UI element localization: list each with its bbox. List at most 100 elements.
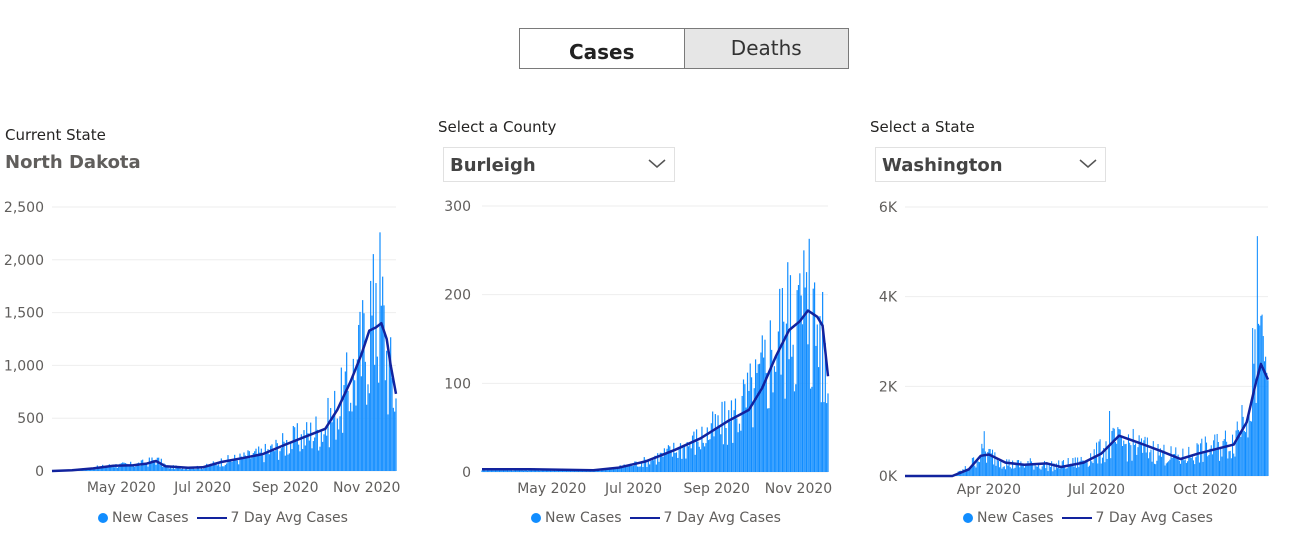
new-cases-bar xyxy=(222,466,224,471)
new-cases-bar xyxy=(1122,445,1124,476)
new-cases-bar xyxy=(135,465,137,471)
new-cases-bar xyxy=(1220,448,1222,476)
new-cases-bar xyxy=(1053,463,1055,476)
new-cases-bar xyxy=(1021,464,1023,476)
new-cases-legend-label: New Cases xyxy=(112,510,189,526)
new-cases-bar xyxy=(614,467,616,472)
new-cases-bar xyxy=(208,465,210,471)
new-cases-bar xyxy=(978,462,981,476)
new-cases-bar xyxy=(235,459,237,471)
new-cases-bar xyxy=(619,465,621,472)
new-cases-bar xyxy=(675,452,678,472)
new-cases-bar xyxy=(1055,463,1057,476)
new-cases-bar xyxy=(818,367,820,472)
new-cases-bar xyxy=(761,335,763,472)
state-dropdown[interactable]: Washington xyxy=(875,147,1106,182)
new-cases-bar xyxy=(388,356,390,471)
new-cases-bar xyxy=(190,468,192,471)
new-cases-bar xyxy=(1062,460,1064,476)
new-cases-bar xyxy=(788,359,790,472)
new-cases-bar xyxy=(1075,467,1077,476)
cases-toggle-button[interactable]: Cases xyxy=(519,28,685,69)
new-cases-bar xyxy=(1036,466,1038,476)
new-cases-bar xyxy=(561,470,564,472)
new-cases-bar xyxy=(339,416,341,471)
new-cases-bar xyxy=(618,468,620,472)
new-cases-bar xyxy=(332,414,334,471)
new-cases-bar xyxy=(963,469,965,476)
new-cases-bar xyxy=(274,451,276,471)
new-cases-bar xyxy=(350,402,352,471)
new-cases-bar xyxy=(1144,436,1146,476)
new-cases-bar xyxy=(280,448,282,471)
new-cases-bar xyxy=(1151,461,1153,476)
new-cases-bar xyxy=(1197,444,1199,476)
new-cases-bar xyxy=(815,345,817,472)
new-cases-bar xyxy=(1209,448,1211,476)
new-cases-bar xyxy=(649,464,651,472)
new-cases-bar xyxy=(1114,441,1116,476)
new-cases-bar xyxy=(231,461,233,471)
new-cases-bar xyxy=(674,452,676,472)
new-cases-bar xyxy=(1098,441,1100,476)
new-cases-bar xyxy=(1258,323,1260,476)
county-dropdown[interactable]: Burleigh xyxy=(443,147,675,182)
new-cases-bar xyxy=(1194,464,1196,476)
new-cases-bar xyxy=(296,423,298,471)
new-cases-bar xyxy=(1120,437,1122,476)
new-cases-bar xyxy=(709,439,711,472)
new-cases-bar xyxy=(702,442,704,472)
new-cases-bar xyxy=(1099,439,1101,476)
new-cases-bar xyxy=(1150,449,1152,476)
new-cases-bar xyxy=(382,276,384,471)
new-cases-bar xyxy=(1184,459,1186,476)
new-cases-bar xyxy=(1091,461,1093,476)
new-cases-bar xyxy=(191,468,193,471)
new-cases-bar xyxy=(1162,450,1164,476)
new-cases-bar xyxy=(987,451,989,476)
new-cases-bar xyxy=(669,446,671,472)
y-tick-label: 4K xyxy=(879,290,898,306)
new-cases-bar xyxy=(759,363,761,472)
new-cases-bar xyxy=(1133,445,1135,476)
new-cases-bar xyxy=(822,291,824,472)
new-cases-bar xyxy=(242,458,244,471)
new-cases-bar xyxy=(820,402,822,472)
new-cases-bar xyxy=(92,468,94,471)
new-cases-bar xyxy=(295,441,297,471)
new-cases-bar xyxy=(1078,467,1080,476)
new-cases-bar xyxy=(714,414,716,472)
new-cases-bar xyxy=(182,467,184,471)
new-cases-bar xyxy=(150,462,152,471)
new-cases-bar xyxy=(112,467,114,471)
new-cases-bar xyxy=(740,430,742,472)
new-cases-bar xyxy=(974,465,976,476)
new-cases-bar xyxy=(390,337,392,471)
new-cases-bar xyxy=(683,444,686,472)
new-cases-bar xyxy=(1132,428,1134,476)
new-cases-bar xyxy=(151,457,153,471)
new-cases-bar xyxy=(1203,451,1205,476)
new-cases-bar xyxy=(557,470,560,472)
new-cases-bar xyxy=(98,467,100,471)
new-cases-bar xyxy=(263,462,265,471)
new-cases-bar xyxy=(729,421,731,472)
y-tick-label: 2,500 xyxy=(4,200,44,216)
y-tick-label: 100 xyxy=(444,376,471,392)
new-cases-bar xyxy=(769,320,771,472)
new-cases-bar xyxy=(122,462,124,471)
new-cases-bar xyxy=(724,401,726,472)
new-cases-bar xyxy=(1195,457,1197,476)
new-cases-bar xyxy=(658,461,660,472)
new-cases-bar xyxy=(640,462,643,472)
new-cases-bar xyxy=(232,459,234,471)
new-cases-bar xyxy=(364,361,366,471)
new-cases-bar xyxy=(158,457,160,471)
new-cases-bar xyxy=(367,384,369,471)
new-cases-bar xyxy=(775,371,777,472)
deaths-toggle-button[interactable]: Deaths xyxy=(684,28,849,69)
new-cases-bar xyxy=(1242,416,1244,476)
new-cases-bar xyxy=(1129,442,1131,476)
new-cases-bar xyxy=(1246,422,1248,476)
new-cases-bar xyxy=(1215,450,1217,476)
